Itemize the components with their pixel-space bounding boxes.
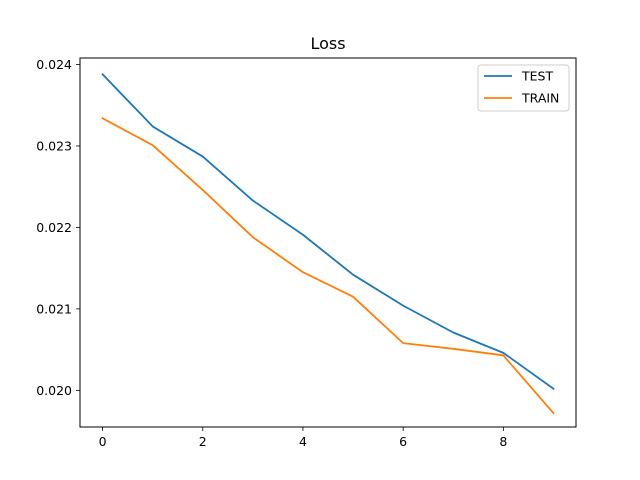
y-tick-label: 0.024 [36, 57, 72, 72]
x-tick-label: 8 [499, 434, 507, 449]
series-layer [101, 73, 555, 415]
y-tick-label: 0.020 [36, 383, 72, 398]
y-tick-label: 0.021 [36, 301, 72, 316]
series-line-test [101, 73, 555, 390]
legend-label-test: TEST [521, 69, 553, 84]
y-tick-label: 0.023 [36, 138, 72, 153]
x-axis: 0 2 4 6 8 [99, 427, 507, 449]
x-tick-label: 2 [199, 434, 207, 449]
x-tick-label: 6 [399, 434, 407, 449]
plot-frame [79, 57, 577, 428]
y-axis: 0.020 0.021 0.022 0.023 0.024 [36, 57, 80, 398]
y-tick-label: 0.022 [36, 220, 72, 235]
x-tick-label: 4 [299, 434, 307, 449]
series-line-train [101, 117, 555, 415]
legend: TEST TRAIN [477, 64, 570, 112]
x-tick-label: 0 [99, 434, 107, 449]
chart-title: Loss [310, 34, 345, 53]
legend-label-train: TRAIN [521, 91, 559, 106]
